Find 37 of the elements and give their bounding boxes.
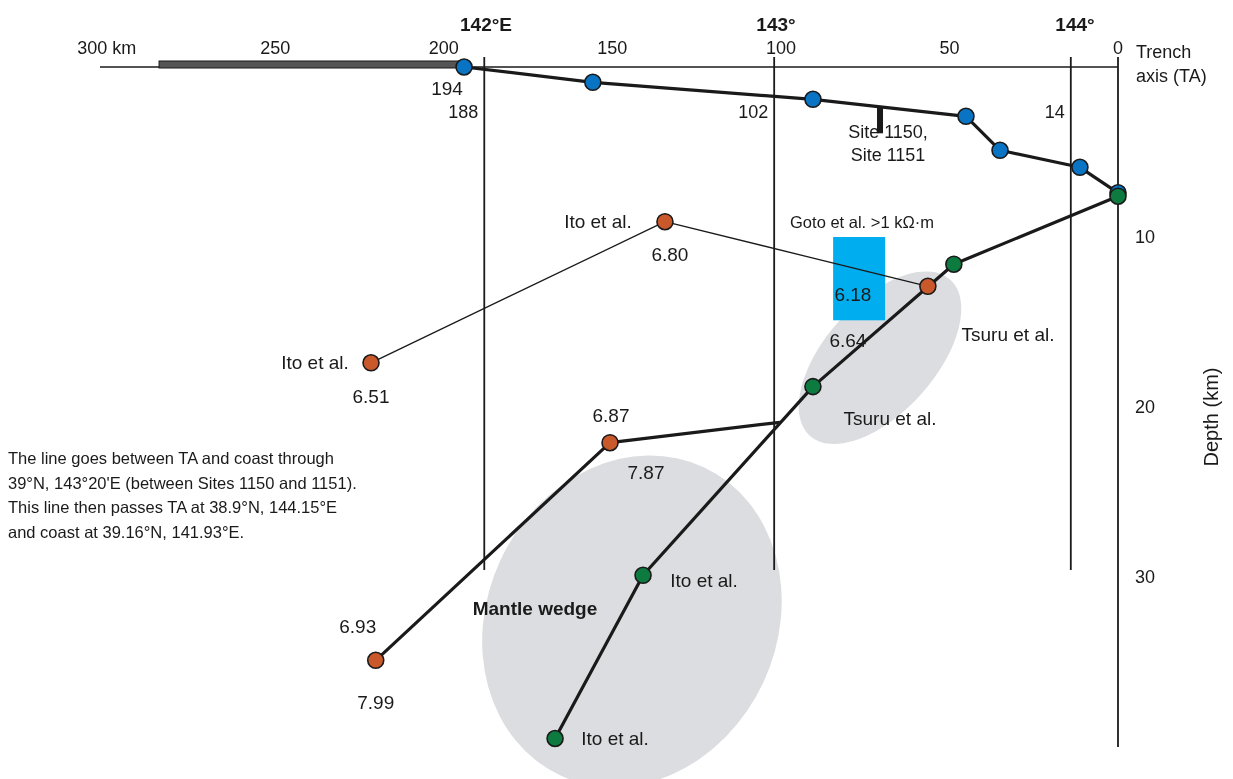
ref-line-label: 188: [448, 102, 479, 122]
ref-line-label: 102: [738, 102, 769, 122]
x-tick-label: 0: [1112, 38, 1124, 58]
annotation: 6.51: [352, 386, 390, 408]
x-tick-label: 100: [765, 38, 796, 58]
annotation: 6.87: [592, 405, 630, 427]
text: 143°: [756, 13, 796, 35]
annotation: 6.64: [829, 330, 867, 352]
annotation: Ito et al.: [564, 211, 632, 233]
annotation: 7.87: [627, 462, 665, 484]
x-tick-label: 50: [939, 38, 960, 58]
text: 144°: [1055, 13, 1095, 35]
annotation: Goto et al. >1 kΩ·m: [790, 212, 934, 231]
x-tick-label: 300 km: [77, 38, 137, 58]
annotation: Ito et al.: [281, 352, 349, 374]
annotation: 7.99: [357, 691, 395, 713]
annotation: 6.93: [339, 615, 377, 637]
annotation: 194: [431, 77, 464, 99]
annotation: Tsuru et al.: [961, 323, 1055, 345]
annotation: Ito et al.: [670, 569, 738, 591]
annotation: Mantle wedge: [472, 597, 598, 619]
y-tick-label: 10: [1135, 227, 1156, 248]
annotation: Site 1150, Site 1151: [848, 121, 928, 165]
annotation: The line goes between TA and coast through 39°N, 143°20'E (between Sites 1150 and 1151). This line then passes TA at 38.9°N, 144.15°E and coast at 39.16°N, 141.93°E.: [8, 448, 357, 542]
text: Trench axis (TA): [1136, 42, 1207, 86]
ref-line-label: 14: [1044, 102, 1065, 122]
x-tick-label: 200: [428, 38, 459, 58]
annotation: 6.80: [651, 244, 689, 266]
y-tick-label: 30: [1135, 567, 1156, 588]
text: 142°E: [460, 13, 512, 35]
y-axis-title: Depth (km): [1200, 367, 1222, 467]
x-tick-label: 250: [260, 38, 291, 58]
x-tick-label: 150: [597, 38, 628, 58]
annotation: Tsuru et al.: [843, 407, 937, 429]
y-tick-label: 20: [1135, 397, 1156, 418]
annotation: Ito et al.: [581, 728, 649, 750]
annotation: 6.18: [834, 283, 872, 305]
